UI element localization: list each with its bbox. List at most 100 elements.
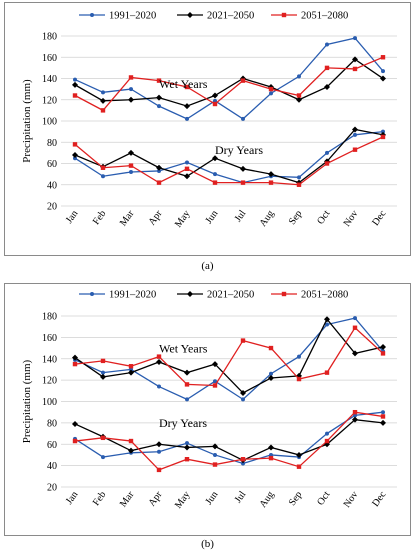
panel-a-wet-2021-2050-point (380, 75, 386, 82)
panel-a-dry-2021-2050-point (212, 155, 218, 162)
panel-a-dry-1991-2020-point (353, 132, 357, 137)
panel-b-wet-2051-2080-point (100, 358, 106, 364)
panel-b-wet-2051-2080-point (268, 345, 274, 351)
panel-a-wet-1991-2020-point (157, 104, 161, 109)
panel-a-wet-2021-2050-point (184, 103, 190, 110)
panel-b-dry-2051-2080-line (74, 411, 384, 471)
panel-a-wet-1991-2020-point (353, 36, 357, 41)
panel-a-wet-2021-2050-point (212, 92, 218, 99)
panel-a-wet-1991-2020-point (101, 90, 105, 95)
panel-b-dry-1991-2020-point (101, 455, 105, 460)
panel-a-dry-2051-2080-point (352, 147, 358, 152)
panel-b-dry-2021-2050-point (184, 444, 190, 451)
panel-b-wet-2051-2080-point (128, 364, 134, 369)
panel-a-dry-2051-2080-point (212, 180, 218, 185)
legend-item-1991-2020: 1991–2020 (79, 290, 156, 301)
panel-b-dry-2021-2050-line (74, 418, 384, 462)
y-tick-label: 120 (42, 376, 57, 387)
panel-a-dry-1991-2020-point (157, 168, 161, 173)
panel-a-dry-2051-2080-point (240, 180, 246, 185)
panel-b-wet-2021-2050-point (72, 354, 78, 361)
panel-a-dry-1991-2020-point (213, 172, 217, 177)
x-tick-label-feb: Feb (91, 489, 109, 508)
panel-a-wet-2021-2050-point (296, 96, 302, 103)
panel-a-dry-1991-2020-point (73, 156, 77, 161)
panel-b-wet-2021-2050-point (100, 373, 106, 380)
panel-a-dry-2051-2080-point (100, 165, 106, 170)
panel-b-wet-2021-2050-point (128, 369, 134, 376)
x-tick-label-dec: Dec (370, 489, 389, 509)
annotation-wet-years: Wet Years (159, 341, 208, 355)
panel-a-wet-2021-2050-point (352, 56, 358, 63)
legend-label: 2021–2050 (207, 290, 254, 301)
annotation-wet-years: Wet Years (159, 77, 208, 91)
panel-a-dry-2051-2080-point (184, 166, 190, 172)
panel-b-wet-2051-2080-point (156, 354, 162, 359)
panel-a-wet-2051-2080-line (74, 56, 384, 112)
panel-b-dry-2051-2080-point (212, 462, 218, 467)
panel-a-dry-2051-2080-point (296, 182, 302, 187)
panel-b-wet-1991-2020-point (129, 367, 133, 372)
panel-a-wet-2051-2080-point (184, 84, 190, 90)
y-axis-label: Precipitation (mm) (21, 79, 33, 163)
x-tick-label-mar: Mar (118, 208, 137, 229)
panel-a-dry-2021-2050-point (156, 164, 162, 171)
x-tick-label-feb: Feb (91, 208, 109, 227)
panel-a-wet-1991-2020-point (381, 69, 385, 74)
panel-b-dry-2051-2080-point (380, 414, 386, 419)
panel-b-dry-2021-2050-point (352, 416, 358, 423)
y-tick-label: 140 (42, 354, 57, 365)
panel-a-dry-2051-2080-point (156, 180, 162, 185)
y-tick-label: 100 (42, 117, 57, 128)
panel-b-wet-2021-2050-point (380, 343, 386, 350)
panel-a-wet-2051-2080-point (72, 93, 78, 98)
y-tick-label: 160 (42, 333, 57, 344)
panel-b-wet-2021-2050-point (296, 372, 302, 379)
panel-b-dry-2021-2050-point (128, 447, 134, 454)
panel-b-wet-1991-2020-point (269, 371, 273, 376)
legend-item-2021-2050: 2021–2050 (177, 290, 254, 301)
panel-b-wet-2051-2080-point (184, 382, 190, 387)
panel-a-wet-2021-2050-point (100, 97, 106, 104)
panel-b-wet-2051-2080-point (212, 383, 218, 388)
x-tick-label-may: May (173, 489, 193, 510)
panel-b-wet-2021-2050-point (324, 316, 330, 323)
panel-a-dry-2051-2080-point (72, 142, 78, 147)
panel-a-wet-2051-2080-point (268, 86, 274, 92)
panel-b-wet-2021-2050-point (240, 389, 246, 396)
y-tick-label: 20 (47, 483, 57, 494)
legend-marker (281, 12, 287, 18)
annotation-dry-years: Dry Years (215, 143, 263, 157)
panel-a-wet-2051-2080-point (100, 108, 106, 113)
legend-item-2051-2080: 2051–2080 (271, 11, 348, 22)
panel-a-dry-1991-2020-point (381, 129, 385, 134)
panel-a-dry-1991-2020-point (185, 160, 189, 165)
panel-b-dry-1991-2020-point (185, 441, 189, 446)
x-tick-label-oct: Oct (315, 489, 332, 507)
panel-a-wet-2051-2080-point (128, 75, 134, 80)
y-tick-label: 180 (42, 312, 57, 323)
panel-b-wet-2021-2050-line (74, 318, 384, 394)
x-tick-label-jun: Jun (203, 489, 220, 507)
legend-marker (90, 292, 94, 296)
legend-label: 2021–2050 (207, 11, 254, 22)
panel-a-wet-1991-2020-point (73, 77, 77, 82)
panel-a-wet-1991-2020-line (74, 37, 384, 120)
panel-a-wet-2021-2050-point (324, 84, 330, 90)
panel-b-dry-1991-2020-point (241, 461, 245, 466)
legend-item-1991-2020: 1991–2020 (79, 11, 156, 22)
panel-b-wet-1991-2020-point (101, 370, 105, 375)
panel-b-wet-1991-2020-line (74, 317, 384, 401)
panel-a-dry-1991-2020-point (101, 174, 105, 179)
y-tick-label: 180 (42, 32, 57, 43)
y-tick-label: 40 (47, 461, 57, 472)
panel-b-dry-2021-2050-point (296, 451, 302, 458)
panel-b-dry-2051-2080-point (100, 435, 106, 441)
panel-a-wet-1991-2020-point (185, 116, 189, 121)
y-axis-label: Precipitation (mm) (21, 359, 33, 443)
panel-b-wet-2051-2080-point (352, 325, 358, 330)
x-tick-label-nov: Nov (342, 489, 361, 509)
panel-b-wet-2051-2080-point (296, 376, 302, 382)
line-chart-a: 20 40 60 80 100 120 140 160 180 Precipitation (mm… (21, 11, 397, 230)
panel-b-wet-2051-2080-point (72, 361, 78, 367)
